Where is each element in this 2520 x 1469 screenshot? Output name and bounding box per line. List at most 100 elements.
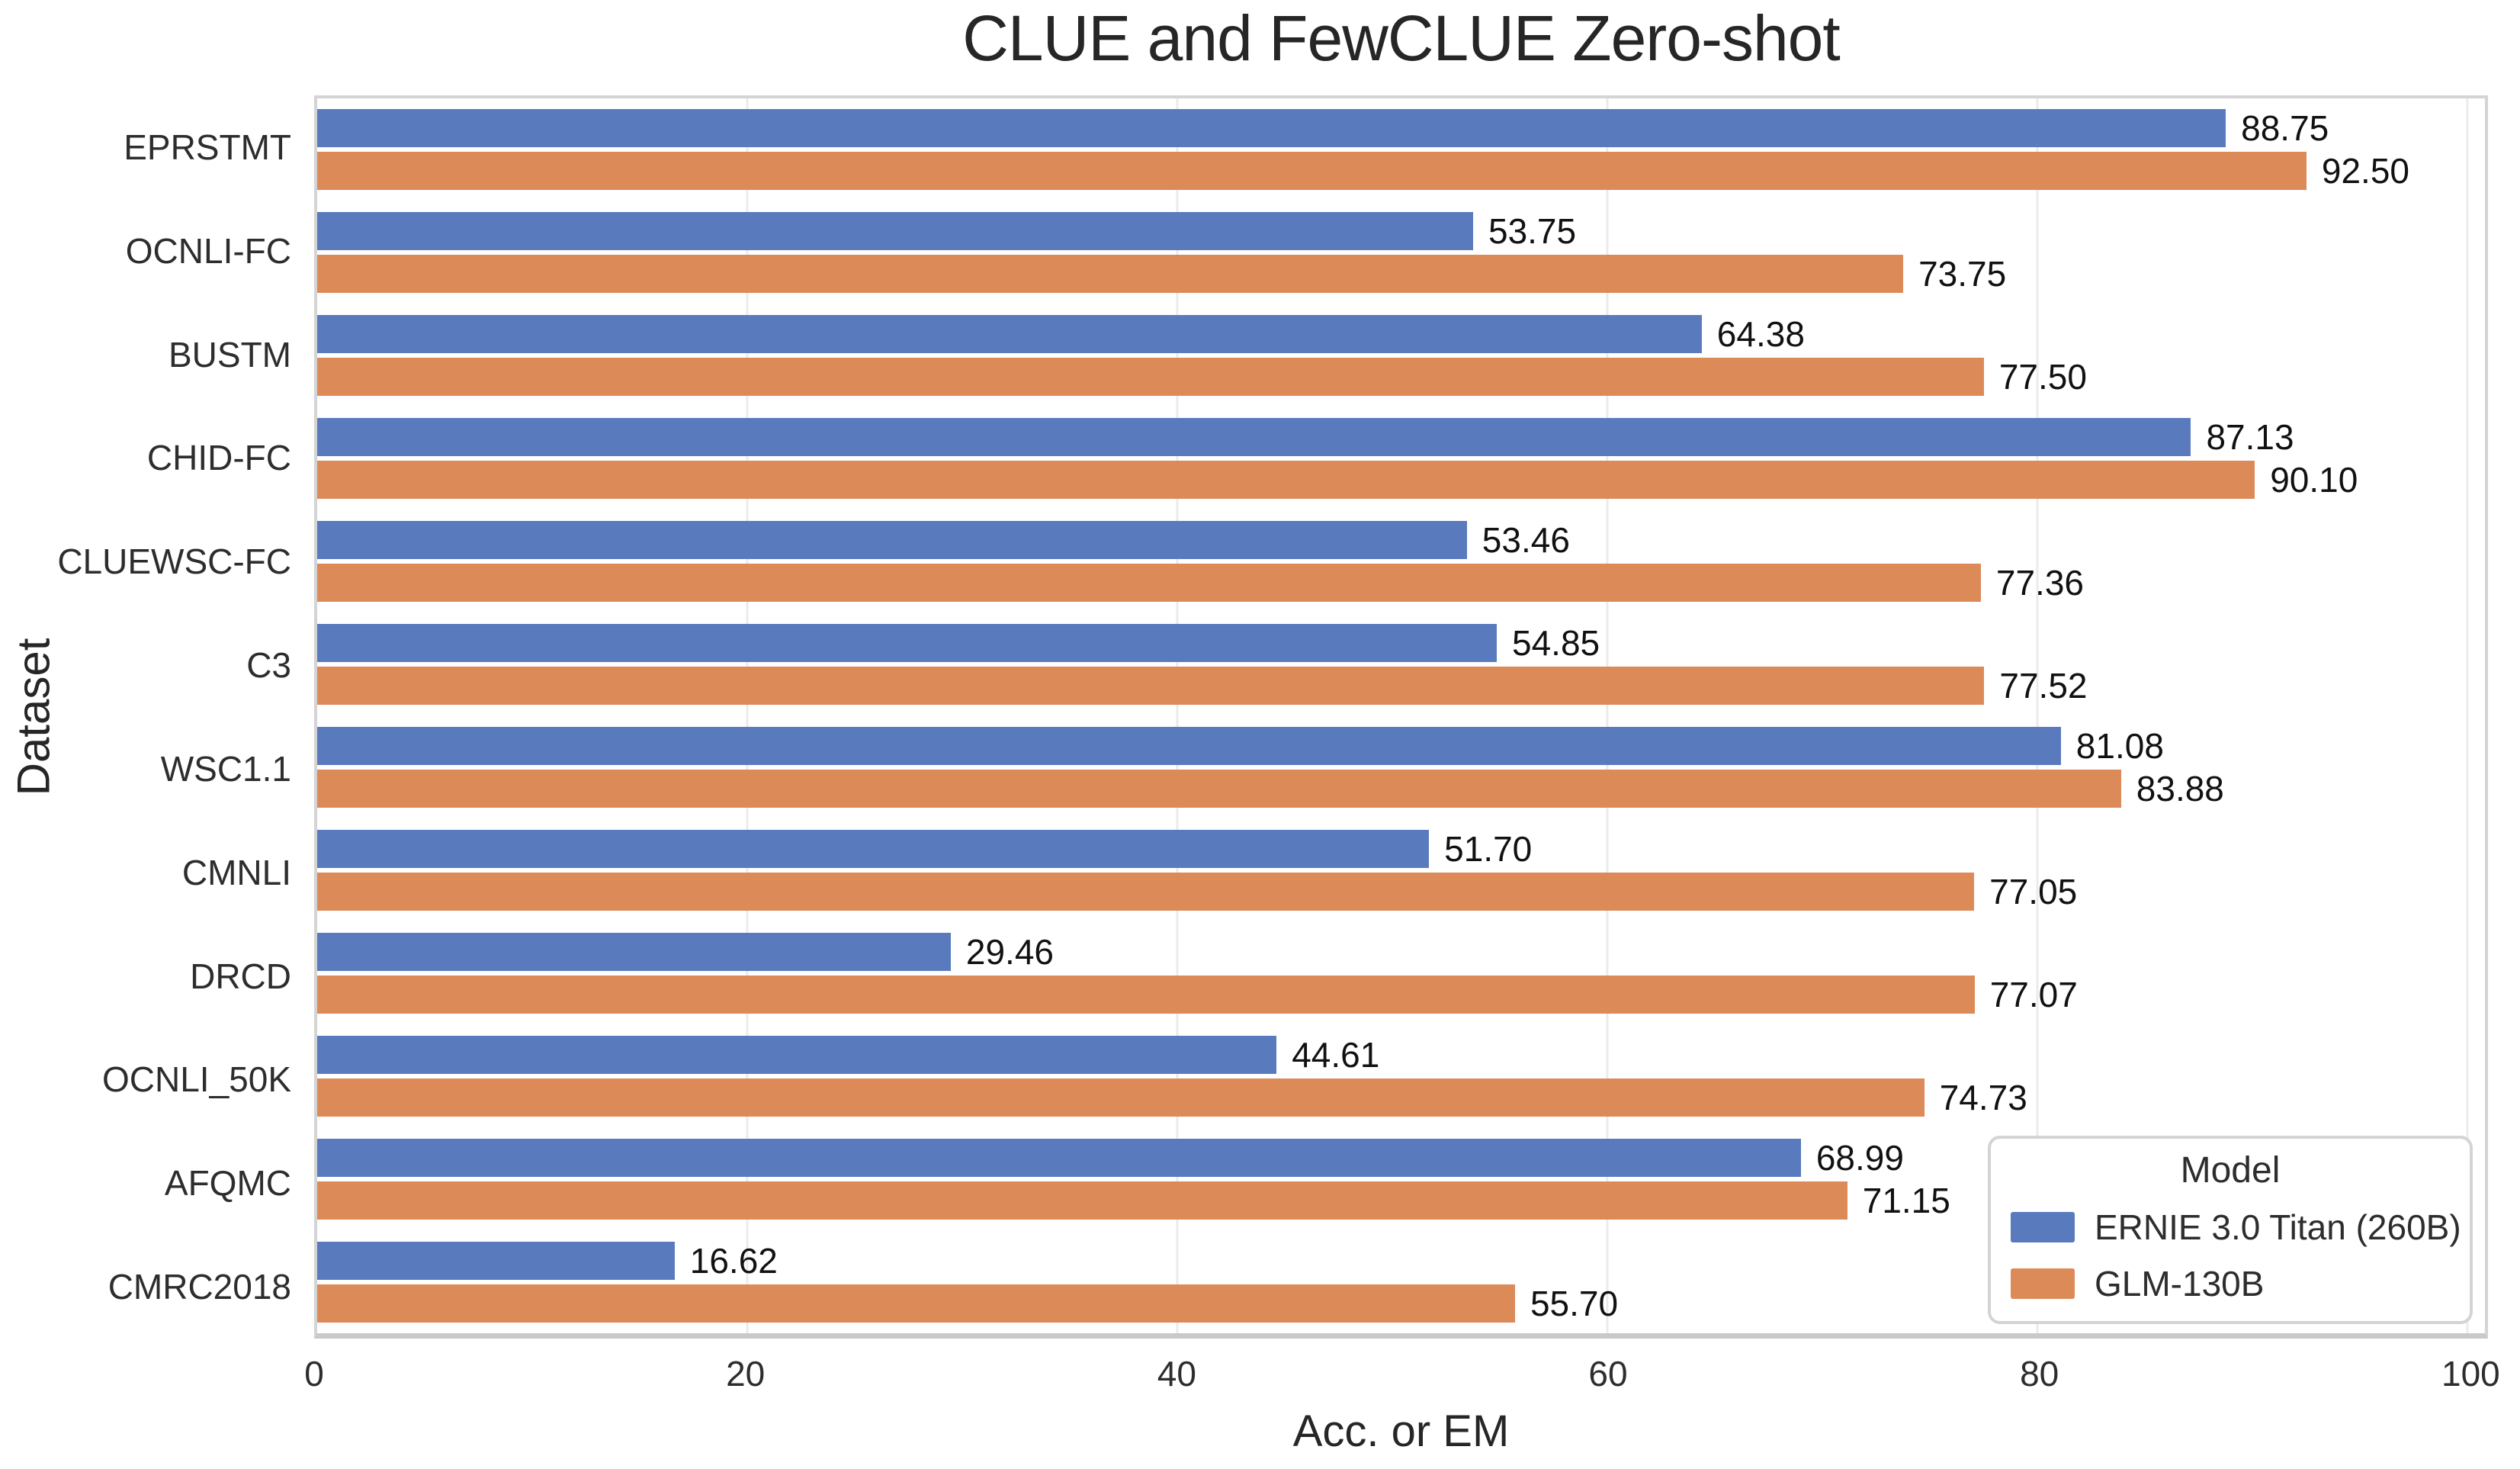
bar [317, 1035, 1277, 1074]
x-tick-label: 100 [2441, 1354, 2500, 1393]
bar [317, 564, 1981, 603]
bar-value-label: 64.38 [1716, 314, 1805, 355]
bar-value-label: 90.10 [2270, 460, 2358, 500]
y-tick-label: CMNLI [181, 852, 291, 892]
bar-line: 53.75 [317, 211, 2485, 252]
plot-area: 88.75 92.50 53.75 73.75 64.38 77.50 87.13 90.10… [314, 95, 2488, 1339]
gridline [2466, 98, 2469, 1333]
legend-label: ERNIE 3.0 Titan (260B) [2095, 1207, 2461, 1247]
bar-value-label: 74.73 [1939, 1077, 2027, 1117]
bar-group: 53.75 73.75 [317, 201, 2485, 304]
bar-group: 64.38 77.50 [317, 304, 2485, 407]
bar-value-label: 51.70 [1444, 828, 1533, 869]
bar-value-label: 87.13 [2206, 417, 2294, 458]
legend-label: GLM-130B [2095, 1264, 2265, 1303]
bar [317, 1138, 1801, 1177]
bar [317, 212, 1473, 251]
y-tick-label: C3 [246, 645, 291, 686]
bar-line: 71.15 [317, 1181, 2485, 1220]
bar-line: 53.46 [317, 520, 2485, 561]
bar-line: 90.10 [317, 460, 2485, 500]
bar-value-label: 77.52 [1999, 666, 2088, 706]
x-tick-label: 20 [726, 1354, 766, 1393]
y-tick-label: WSC1.1 [160, 748, 291, 789]
bar-line: 77.36 [317, 563, 2485, 603]
bar-group: 88.75 92.50 [317, 98, 2485, 201]
bar-line: 64.38 [317, 314, 2485, 355]
bar-group: 51.70 77.05 [317, 818, 2485, 921]
bar-value-label: 77.05 [1989, 871, 2078, 911]
y-tick-label: AFQMC [164, 1163, 291, 1204]
bar [317, 624, 1497, 663]
bar-value-label: 29.46 [965, 931, 1055, 972]
bar-line: 77.07 [317, 974, 2485, 1014]
gridline [1606, 98, 1609, 1333]
bar [317, 1284, 1515, 1323]
bar-line: 74.73 [317, 1078, 2485, 1117]
legend: Model ERNIE 3.0 Titan (260B) GLM-130B [1988, 1136, 2473, 1324]
legend-item: GLM-130B [2011, 1263, 2450, 1304]
bar-line: 77.05 [317, 871, 2485, 911]
bar-line: 16.62 [317, 1240, 2485, 1281]
bar-value-label: 77.07 [1989, 974, 2078, 1014]
bar-group: 16.62 55.70 [317, 1230, 2485, 1333]
gridline [2036, 98, 2039, 1333]
bar [317, 152, 2307, 191]
y-tick-label: CHID-FC [146, 438, 291, 478]
bar-value-label: 77.36 [1995, 563, 2084, 603]
bar [317, 726, 2061, 765]
bar-line: 87.13 [317, 417, 2485, 458]
bar-value-label: 53.46 [1482, 520, 1570, 561]
y-tick-label: OCNLI-FC [125, 230, 291, 271]
x-tick-label: 80 [2020, 1354, 2059, 1393]
bar-group: 68.99 71.15 [317, 1127, 2485, 1230]
bar [317, 769, 2121, 808]
bar [317, 1181, 1847, 1220]
bar-line: 55.70 [317, 1284, 2485, 1323]
bar [317, 1078, 1925, 1117]
bar-line: 92.50 [317, 151, 2485, 191]
bar [317, 461, 2255, 500]
legend-title: Model [2180, 1150, 2281, 1191]
bar-value-label: 77.50 [1998, 357, 2087, 397]
bar [317, 521, 1467, 560]
x-tick-label: 60 [1588, 1354, 1628, 1393]
bar-line: 54.85 [317, 623, 2485, 663]
x-axis-title: Acc. or EM [1292, 1406, 1510, 1456]
bar-line: 83.88 [317, 768, 2485, 808]
bar [317, 667, 1985, 706]
legend-item: ERNIE 3.0 Titan (260B) [2011, 1207, 2461, 1248]
bar-value-label: 81.08 [2075, 725, 2164, 766]
bar-line: 29.46 [317, 931, 2485, 972]
gridline [746, 98, 749, 1333]
bar-line: 77.50 [317, 357, 2485, 397]
bar [317, 418, 2191, 457]
gridline [1176, 98, 1179, 1333]
bar [317, 932, 951, 971]
bar-value-label: 44.61 [1292, 1034, 1380, 1075]
bar [317, 255, 1904, 294]
y-tick-label: CLUEWSC-FC [57, 542, 291, 582]
chart-title: CLUE and FewCLUE Zero-shot [962, 2, 1840, 74]
y-tick-label: EPRSTMT [124, 127, 291, 167]
bar-group: 53.46 77.36 [317, 510, 2485, 613]
bar-value-label: 92.50 [2321, 151, 2410, 191]
bar [317, 829, 1430, 868]
bar-line: 88.75 [317, 108, 2485, 149]
bar-value-label: 88.75 [2241, 108, 2329, 149]
bar-value-label: 83.88 [2136, 768, 2224, 808]
bar-value-label: 16.62 [689, 1240, 778, 1281]
bar-group: 44.61 74.73 [317, 1024, 2485, 1127]
bar-line: 73.75 [317, 254, 2485, 294]
bar-line: 44.61 [317, 1034, 2485, 1075]
y-tick-label: OCNLI_50K [101, 1059, 291, 1100]
legend-items: ERNIE 3.0 Titan (260B) GLM-130B [2011, 1207, 2461, 1304]
bar [317, 109, 2226, 148]
y-tick-label: CMRC2018 [108, 1267, 291, 1307]
bar-value-label: 53.75 [1488, 211, 1577, 252]
bar [317, 315, 1702, 354]
bar-value-label: 73.75 [1918, 254, 2007, 294]
bar-group: 29.46 77.07 [317, 921, 2485, 1024]
bar-group: 81.08 83.88 [317, 716, 2485, 819]
